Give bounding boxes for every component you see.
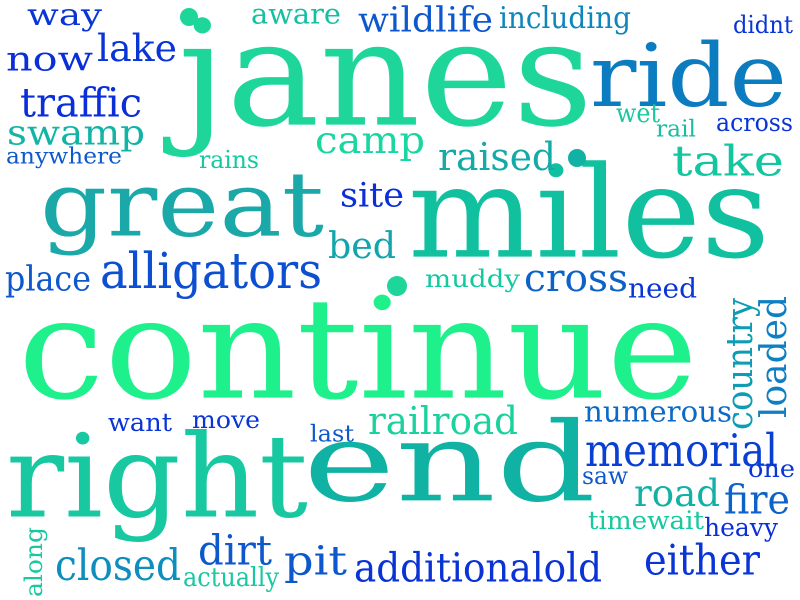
word-anywhere: anywhere: [6, 143, 122, 169]
word-rail: rail: [656, 114, 696, 142]
word-now: now: [6, 38, 93, 79]
word-take: take: [672, 136, 784, 186]
word-numerous: numerous: [584, 394, 732, 429]
word-bed: bed: [328, 224, 396, 267]
word-ride: ride: [590, 25, 787, 127]
word-including: including: [499, 0, 631, 36]
stray-dot: [568, 149, 586, 167]
word-dirt: dirt: [198, 526, 272, 575]
stray-dot: [387, 276, 407, 296]
word-railroad: railroad: [368, 398, 518, 444]
word-heavy: heavy: [704, 512, 778, 542]
word-great: great: [40, 151, 324, 258]
word-alligators: alligators: [100, 241, 322, 300]
word-one: one: [748, 454, 795, 483]
word-camp: camp: [315, 118, 425, 162]
word-fire: fire: [724, 476, 790, 524]
word-miles: miles: [408, 138, 770, 288]
word-wet: wet: [616, 97, 660, 129]
word-way: way: [27, 0, 102, 33]
word-need: need: [628, 272, 697, 305]
word-cross: cross: [524, 255, 628, 301]
word-either: either: [644, 535, 760, 585]
word-loaded: loaded: [752, 296, 795, 418]
word-want: want: [108, 407, 172, 437]
word-right: right: [6, 409, 308, 545]
stray-dot: [180, 8, 198, 26]
word-road: road: [634, 471, 720, 515]
word-timewait: timewait: [588, 505, 704, 535]
word-move: move: [192, 405, 260, 434]
word-janes: janes: [178, 0, 593, 160]
word-didnt: didnt: [733, 10, 793, 39]
word-actually: actually: [183, 561, 279, 593]
word-across: across: [716, 107, 793, 137]
word-muddy: muddy: [425, 264, 520, 293]
word-closed: closed: [55, 540, 181, 591]
word-last: last: [310, 419, 354, 447]
word-place: place: [5, 257, 91, 299]
word-along: along: [19, 527, 48, 597]
word-rains: rains: [199, 145, 259, 174]
word-raised: raised: [438, 134, 556, 180]
word-memorial: memorial: [585, 423, 778, 477]
word-continue: continue: [18, 267, 698, 432]
word-wildlife: wildlife: [358, 0, 493, 40]
word-traffic: traffic: [20, 79, 142, 127]
word-end: end: [303, 398, 596, 527]
word-lake: lake: [97, 26, 177, 70]
word-saw: saw: [582, 461, 628, 490]
word-swamp: swamp: [7, 111, 145, 153]
word-additionalold: additionalold: [354, 544, 602, 592]
word-site: site: [340, 174, 404, 215]
word-aware: aware: [251, 0, 341, 31]
word-pit: pit: [284, 537, 347, 585]
